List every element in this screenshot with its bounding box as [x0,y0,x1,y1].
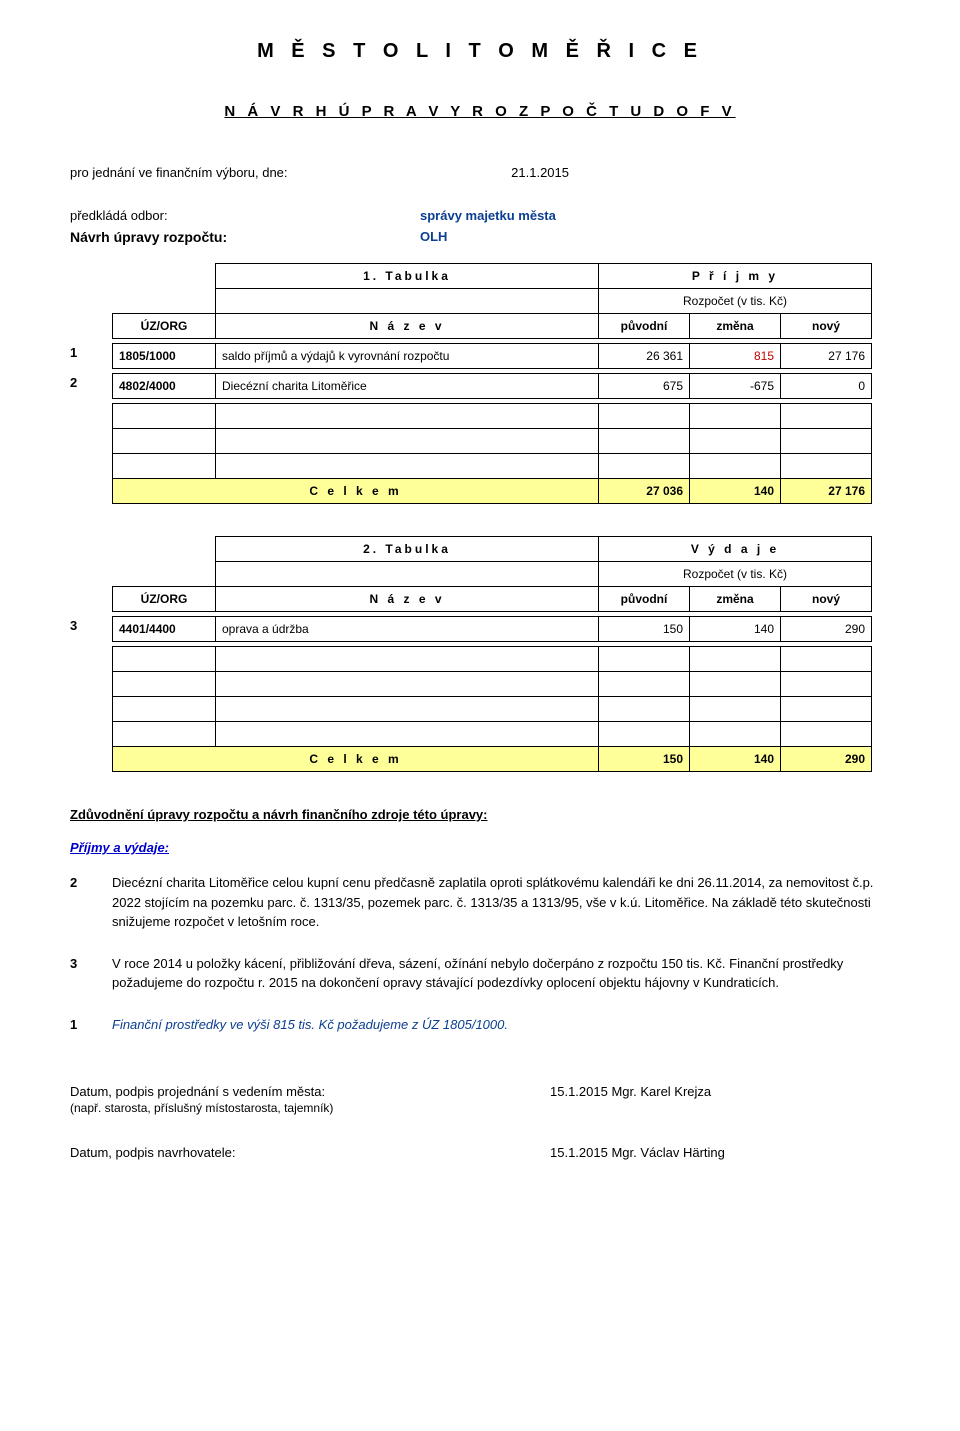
note-row: 3V roce 2014 u položky kácení, přibližov… [70,954,890,993]
table1-sum-chg: 140 [690,479,781,504]
table1-sum-new: 27 176 [781,479,872,504]
cell-new: 27 176 [781,344,872,369]
submit-row: předkládá odbor: správy majetku města [70,208,890,223]
submit-row-2: Návrh úpravy rozpočtu: OLH [70,229,890,257]
table-row: 4401/4400oprava a údržba150140290 [112,616,872,642]
note-text: Finanční prostředky ve výši 815 tis. Kč … [112,1015,890,1035]
income-table-empty: C e l k e m 27 036 140 27 176 [112,403,872,504]
income-table: 1. Tabulka P ř í j m y Rozpočet (v tis. … [112,263,872,339]
cell-desc: oprava a údržba [216,617,599,642]
col-uzorg: ÚZ/ORG [113,314,216,339]
col-orig: původní [599,587,690,612]
footer-row2-value: 15.1.2015 Mgr. Václav Härting [550,1145,725,1160]
col-new: nový [781,314,872,339]
submit-dept1: správy majetku města [420,208,556,223]
row-index: 3 [70,616,112,633]
col-orig: původní [599,314,690,339]
row-index: 1 [70,343,112,360]
table1-sum-label: C e l k e m [113,479,599,504]
table2-heading: V ý d a j e [599,537,872,562]
table-row: 1805/1000saldo příjmů a výdajů k vyrovná… [112,343,872,369]
col-nazev: N á z e v [216,314,599,339]
expense-table-empty: C e l k e m 150 140 290 [112,646,872,772]
expense-table: 2. Tabulka V ý d a j e Rozpočet (v tis. … [112,536,872,612]
table2-sum-orig: 150 [599,747,690,772]
cell-orig: 26 361 [599,344,690,369]
table2-sum-label: C e l k e m [113,747,599,772]
table1-tabno: 1. Tabulka [216,264,599,289]
cell-chg: 140 [690,617,781,642]
note-text: V roce 2014 u položky kácení, přibližová… [112,954,890,993]
table1-rozp-label: Rozpočet (v tis. Kč) [599,289,872,314]
justification-heading: Zdůvodnění úpravy rozpočtu a návrh finan… [70,807,890,822]
footer-row1-value: 15.1.2015 Mgr. Karel Krejza [550,1084,711,1099]
submit-dept2: OLH [420,229,447,257]
col-chg: změna [690,314,781,339]
proposal-label: Návrh úpravy rozpočtu: [70,229,420,245]
row-index-spacer [70,263,112,265]
cell-desc: Diecézní charita Litoměřice [216,374,599,399]
footer-row1-sub: (např. starosta, příslušný místostarosta… [70,1101,333,1115]
cell-orig: 150 [599,617,690,642]
note-index: 3 [70,954,112,993]
row-index-spacer [70,536,112,538]
note-index: 1 [70,1015,112,1035]
table2-rozp-label: Rozpočet (v tis. Kč) [599,562,872,587]
submit-label: předkládá odbor: [70,208,420,223]
footer: Datum, podpis projednání s vedením města… [70,1084,890,1160]
cell-new: 0 [781,374,872,399]
page-title: M Ě S T O L I T O M Ě Ř I C E [70,40,890,63]
col-uzorg: ÚZ/ORG [113,587,216,612]
note-text: Diecézní charita Litoměřice celou kupní … [112,873,890,932]
cell-chg: -675 [690,374,781,399]
cell-uzorg: 1805/1000 [113,344,216,369]
meeting-row: pro jednání ve finančním výboru, dne: 21… [70,165,890,180]
table2-tabno: 2. Tabulka [216,537,599,562]
cell-uzorg: 4802/4000 [113,374,216,399]
row-index: 2 [70,373,112,390]
cell-chg: 815 [690,344,781,369]
col-chg: změna [690,587,781,612]
col-new: nový [781,587,872,612]
table1-sum-orig: 27 036 [599,479,690,504]
cell-orig: 675 [599,374,690,399]
footer-row2-label: Datum, podpis navrhovatele: [70,1145,550,1160]
page-subtitle: N Á V R H Ú P R A V Y R O Z P O Č T U D … [70,103,890,120]
cell-uzorg: 4401/4400 [113,617,216,642]
cell-desc: saldo příjmů a výdajů k vyrovnání rozpoč… [216,344,599,369]
row-index-spacer [70,646,112,648]
table1-heading: P ř í j m y [599,264,872,289]
note-index: 2 [70,873,112,932]
income-expense-heading: Příjmy a výdaje: [70,840,890,855]
note-row: 1Finanční prostředky ve výši 815 tis. Kč… [70,1015,890,1035]
table2-sum-chg: 140 [690,747,781,772]
note-row: 2Diecézní charita Litoměřice celou kupní… [70,873,890,932]
meeting-label: pro jednání ve finančním výboru, dne: [70,165,288,180]
cell-new: 290 [781,617,872,642]
footer-row1-label: Datum, podpis projednání s vedením města… [70,1084,550,1099]
col-nazev: N á z e v [216,587,599,612]
table-row: 4802/4000Diecézní charita Litoměřice675-… [112,373,872,399]
table2-sum-new: 290 [781,747,872,772]
row-index-spacer [70,403,112,405]
meeting-date: 21.1.2015 [511,165,569,180]
